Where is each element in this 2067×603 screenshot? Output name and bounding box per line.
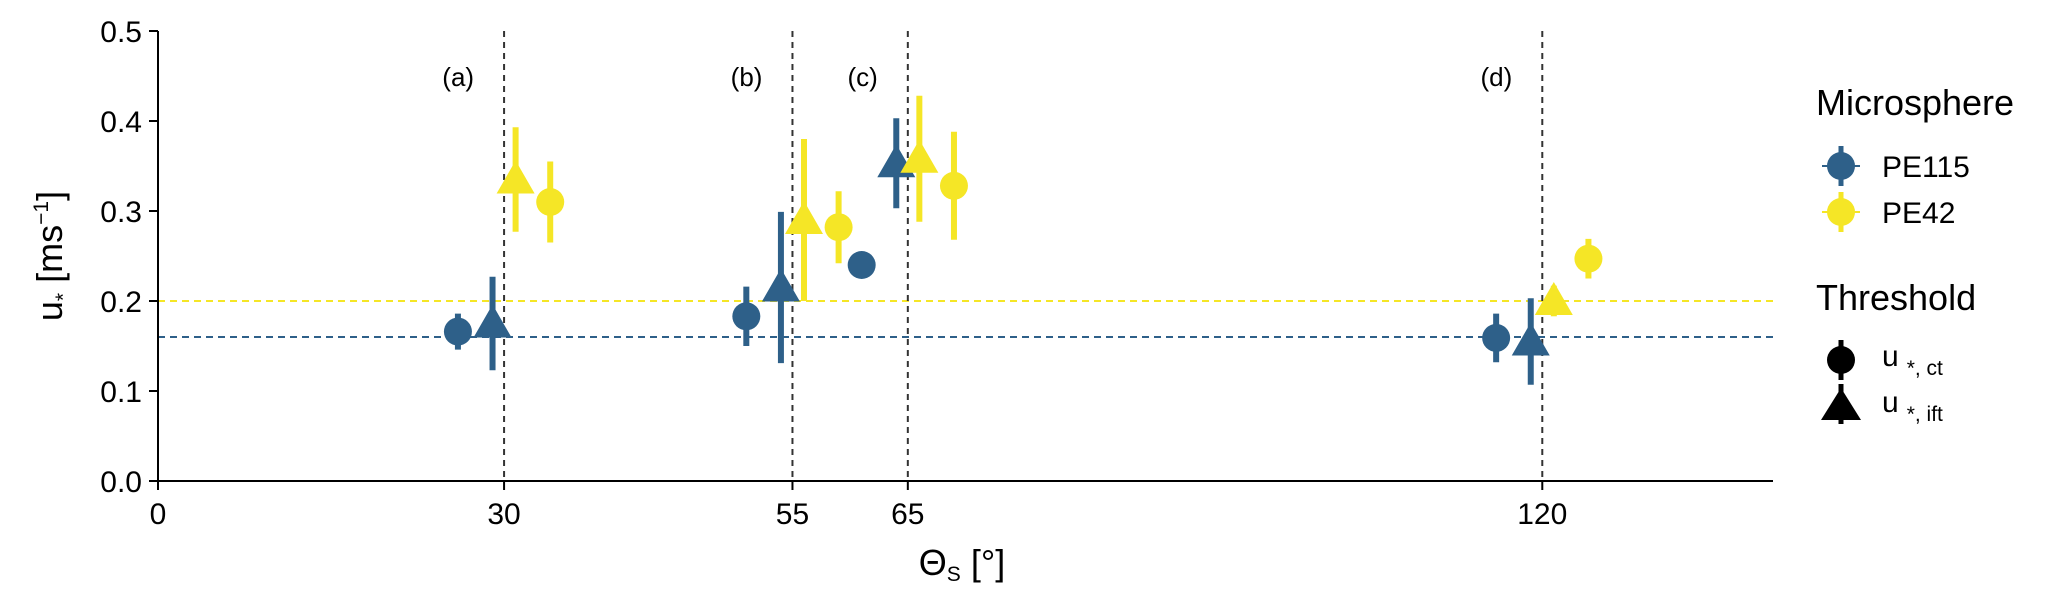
data-point-pe115-triangle xyxy=(1511,322,1550,356)
y-tick-label: 0.2 xyxy=(100,286,142,319)
legend-ct-label: u *, ct xyxy=(1882,340,1943,380)
data-point-pe42-circle xyxy=(939,171,968,200)
y-tick-label: 0.5 xyxy=(100,16,142,49)
x-tick-label: 120 xyxy=(1517,498,1567,531)
data-point-pe42-triangle xyxy=(496,160,535,194)
data-point-pe42-triangle xyxy=(785,201,823,234)
x-tick-label: 65 xyxy=(891,498,924,531)
panel-label: (d) xyxy=(1481,62,1513,92)
legend-ift-marker xyxy=(1821,388,1861,420)
data-point-pe42-circle xyxy=(536,188,565,216)
data-point-pe42-triangle xyxy=(900,139,939,173)
data-point-pe42-circle xyxy=(1574,244,1603,273)
y-tick-label: 0.0 xyxy=(100,466,142,499)
legend: Microsphere PE115 PE42 Threshold u *, ct … xyxy=(1816,82,2014,426)
panel-label: (a) xyxy=(442,62,474,92)
panel-label: (b) xyxy=(731,62,763,92)
y-tick-label: 0.4 xyxy=(100,106,142,139)
legend-item-ift: u *, ift xyxy=(1821,384,1943,426)
data-point-pe42-triangle xyxy=(1534,282,1573,315)
legend-item-pe42: PE42 xyxy=(1822,192,1955,232)
data-point-pe115-circle xyxy=(443,317,472,346)
legend-title-microsphere: Microsphere xyxy=(1816,82,2014,123)
legend-pe42-marker xyxy=(1827,198,1855,226)
legend-pe115-marker xyxy=(1827,152,1855,180)
data-point-pe115-circle xyxy=(732,302,761,331)
legend-title-threshold: Threshold xyxy=(1816,277,1976,318)
x-tick-label: 55 xyxy=(776,498,809,531)
y-tick-label: 0.3 xyxy=(100,196,142,229)
legend-pe115-label: PE115 xyxy=(1882,151,1970,184)
x-tick-label: 30 xyxy=(487,498,520,531)
y-tick-label: 0.1 xyxy=(100,376,142,409)
data-point-pe115-triangle xyxy=(473,304,512,338)
x-axis-label: ΘS [°] xyxy=(919,542,1005,586)
legend-ct-marker xyxy=(1827,346,1855,374)
legend-pe42-label: PE42 xyxy=(1882,197,1955,230)
panel-label: (c) xyxy=(847,62,877,92)
x-tick-label: 0 xyxy=(150,498,167,531)
data-point-pe115-triangle xyxy=(761,268,800,302)
legend-ift-label: u *, ift xyxy=(1882,386,1943,426)
plot-area: (a) (b) (c) (d) 0.0 0.1 0.2 0.3 0.4 0.5 0 30 55 65 120 xyxy=(100,16,1773,531)
y-axis-label: u* [ms−1] xyxy=(29,191,75,321)
legend-item-pe115: PE115 xyxy=(1822,146,1970,186)
data-point-pe115-circle xyxy=(847,251,876,279)
legend-item-ct: u *, ct xyxy=(1827,340,1943,380)
data-point-pe42-circle xyxy=(824,213,853,242)
data-point-pe115-circle xyxy=(1482,323,1511,352)
